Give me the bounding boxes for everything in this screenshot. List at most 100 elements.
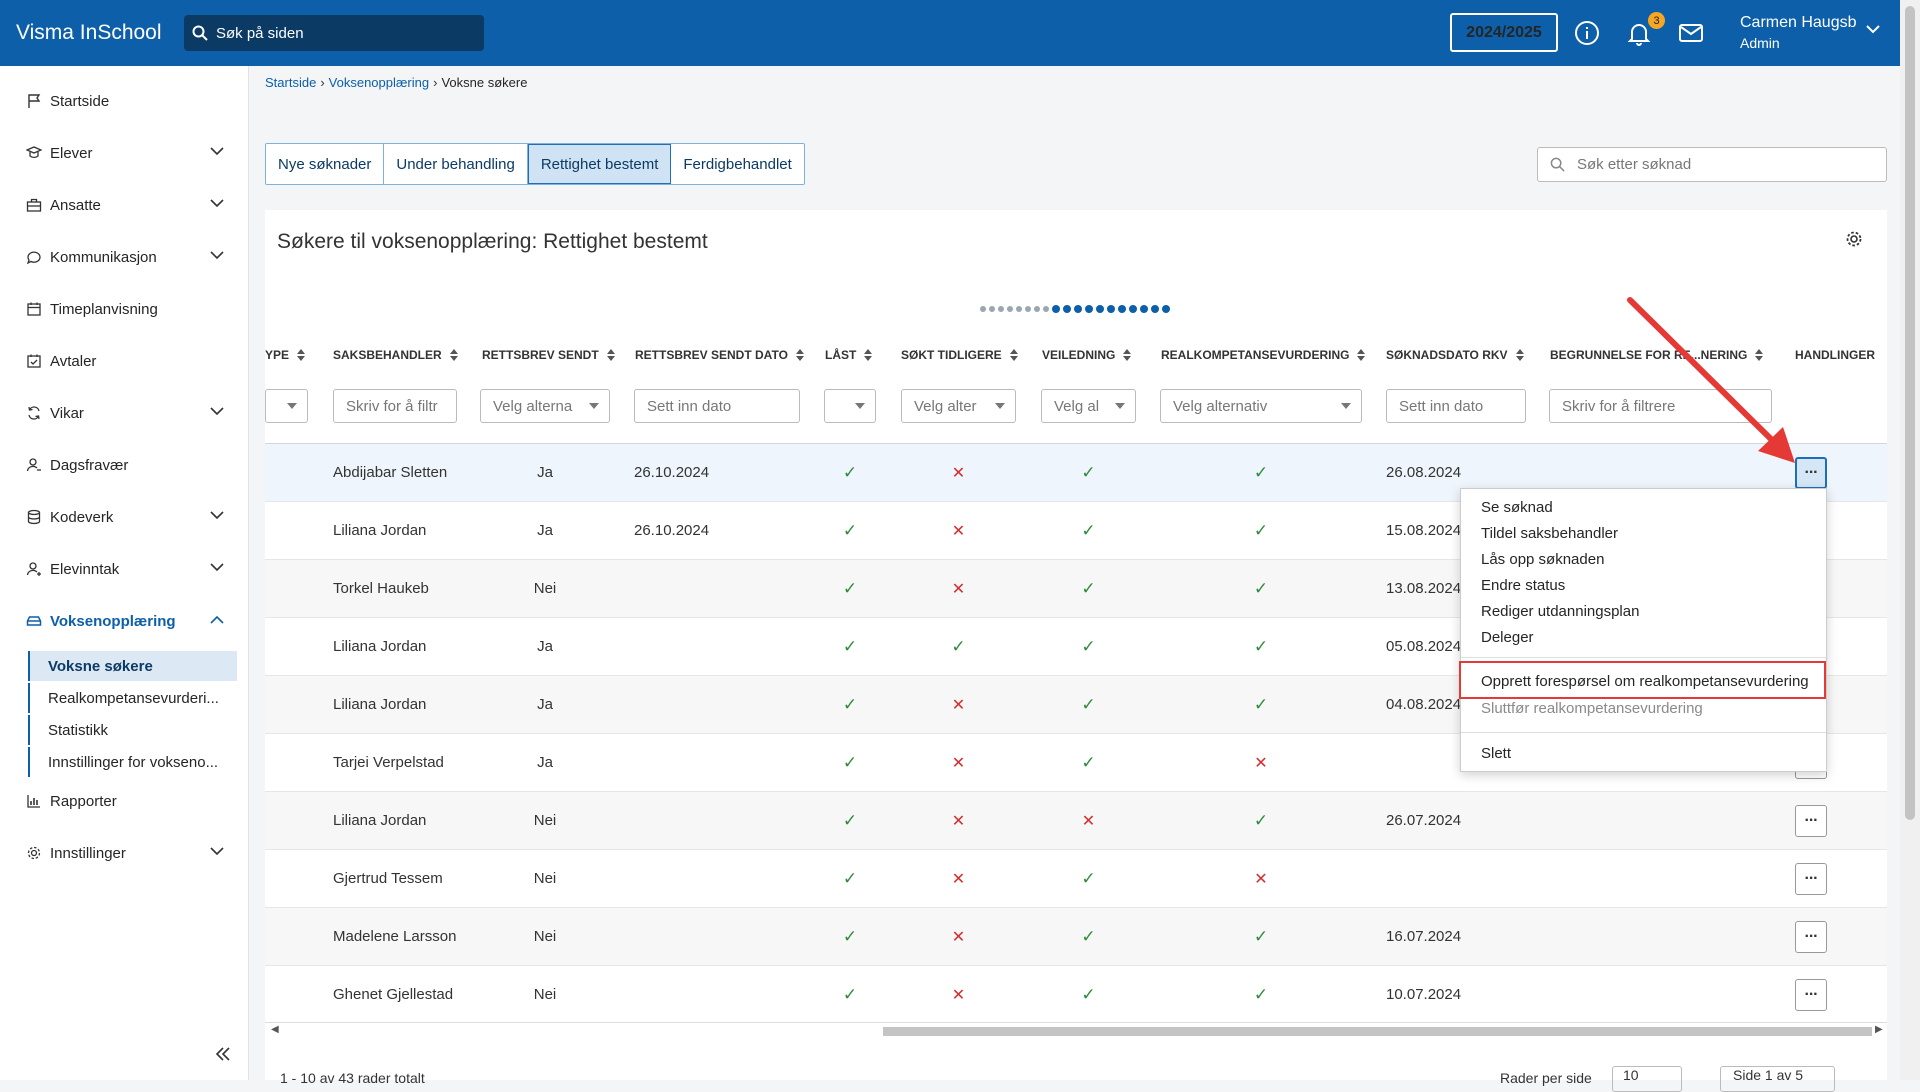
menu-item-las-opp-soknaden[interactable]: Lås opp søknaden bbox=[1481, 551, 1605, 568]
sidebar-item-rapporter[interactable]: Rapporter bbox=[0, 781, 249, 821]
row-actions-button[interactable]: ··· bbox=[1795, 863, 1827, 895]
table-row[interactable]: Ghenet Gjellestad Nei ✓ ✕ ✓ ✓ 10.07.2024 ··· bbox=[265, 966, 1887, 1024]
filter-begrunnelse-input[interactable]: Skriv for å filtrere bbox=[1549, 389, 1772, 423]
sidebar-subitem-statistikk[interactable]: Statistikk bbox=[28, 715, 237, 745]
sidebar-item-kommunikasjon[interactable]: Kommunikasjon bbox=[0, 237, 249, 277]
scroll-right-arrow-icon[interactable]: ▶ bbox=[1875, 1024, 1883, 1035]
filter-sokt-select[interactable]: Velg alter bbox=[901, 389, 1016, 423]
menu-item-rediger-utdanningsplan[interactable]: Rediger utdanningsplan bbox=[1481, 603, 1640, 620]
filter-saksbehandler-input[interactable]: Skriv for å filtr bbox=[333, 389, 457, 423]
menu-item-opprett-foresporsel-rkv[interactable]: Opprett forespørsel om realkompetansevur… bbox=[1481, 673, 1809, 690]
page-scrollbar[interactable] bbox=[1900, 0, 1920, 1080]
column-header-begrunnelse[interactable]: BEGRUNNELSE FOR RE...NERING bbox=[1550, 348, 1764, 362]
tab-rettighet-bestemt[interactable]: Rettighet bestemt bbox=[527, 144, 672, 184]
column-header-last[interactable]: LÅST bbox=[825, 348, 873, 362]
filter-rettsbrev-dato-input[interactable]: Sett inn dato bbox=[634, 389, 800, 423]
column-header-realkompetansevurdering[interactable]: REALKOMPETANSEVURDERING bbox=[1161, 348, 1366, 362]
sidebar-item-vikar[interactable]: Vikar bbox=[0, 393, 249, 433]
table-settings-gear-icon[interactable] bbox=[1845, 230, 1863, 248]
rows-per-page-select[interactable]: 10 bbox=[1612, 1066, 1682, 1092]
pagination-dot-active[interactable] bbox=[1063, 305, 1071, 313]
sidebar-item-avtaler[interactable]: Avtaler bbox=[0, 341, 249, 381]
tab-nye-soknader[interactable]: Nye søknader bbox=[266, 144, 385, 184]
info-icon[interactable] bbox=[1574, 20, 1600, 46]
sidebar-subitem-innstillinger-voksenopplaering[interactable]: Innstillinger for vokseno... bbox=[28, 747, 237, 777]
pagination-dot-active[interactable] bbox=[1162, 305, 1170, 313]
column-header-type[interactable]: YPE bbox=[265, 348, 306, 362]
column-pagination-dots[interactable] bbox=[980, 305, 1170, 313]
pagination-dot-active[interactable] bbox=[1074, 305, 1082, 313]
column-header-sokt-tidligere[interactable]: SØKT TIDLIGERE bbox=[901, 348, 1018, 362]
scrollbar-thumb[interactable] bbox=[1905, 6, 1915, 820]
scrollbar-thumb[interactable] bbox=[883, 1027, 1872, 1036]
chevron-down-icon[interactable] bbox=[1866, 24, 1880, 34]
sidebar-item-innstillinger[interactable]: Innstillinger bbox=[0, 833, 249, 873]
table-row[interactable]: Gjertrud Tessem Nei ✓ ✕ ✓ ✕ ··· bbox=[265, 850, 1887, 908]
breadcrumb-link-voksenopplaering[interactable]: Voksenopplæring bbox=[328, 75, 430, 90]
sidebar-subitem-voksne-sokere[interactable]: Voksne søkere bbox=[28, 651, 237, 681]
tab-under-behandling[interactable]: Under behandling bbox=[384, 144, 528, 184]
column-header-veiledning[interactable]: VEILEDNING bbox=[1042, 348, 1132, 362]
filter-rkv-select[interactable]: Velg alternativ bbox=[1160, 389, 1362, 423]
pagination-dot-active[interactable] bbox=[1107, 305, 1115, 313]
sidebar-item-kodeverk[interactable]: Kodeverk bbox=[0, 497, 249, 537]
menu-item-endre-status[interactable]: Endre status bbox=[1481, 577, 1566, 594]
pagination-dot[interactable] bbox=[980, 306, 986, 312]
page-search-input[interactable]: Søk på siden bbox=[184, 15, 484, 51]
column-header-rettsbrev-sendt[interactable]: RETTSBREV SENDT bbox=[482, 348, 615, 362]
row-actions-button[interactable]: ··· bbox=[1795, 921, 1827, 953]
application-search-input[interactable]: Søk etter søknad bbox=[1537, 147, 1887, 182]
menu-item-se-soknad[interactable]: Se søknad bbox=[1481, 499, 1553, 516]
pagination-dot-active[interactable] bbox=[1052, 305, 1060, 313]
filter-type-select[interactable] bbox=[265, 389, 308, 423]
pagination-dot-active[interactable] bbox=[1096, 305, 1104, 313]
filter-last-select[interactable] bbox=[824, 389, 876, 423]
pagination-dot[interactable] bbox=[1016, 306, 1022, 312]
pagination-dot-active[interactable] bbox=[1118, 305, 1126, 313]
pagination-dot-active[interactable] bbox=[1085, 305, 1093, 313]
mail-icon[interactable] bbox=[1678, 20, 1704, 46]
collapse-sidebar-icon[interactable] bbox=[214, 1046, 232, 1062]
breadcrumb-link-startside[interactable]: Startside bbox=[265, 75, 317, 90]
column-header-rettsbrev-sendt-dato[interactable]: RETTSBREV SENDT DATO bbox=[635, 348, 804, 362]
pagination-dot[interactable] bbox=[1025, 306, 1031, 312]
pagination-dot[interactable] bbox=[1043, 306, 1049, 312]
table-row[interactable]: Madelene Larsson Nei ✓ ✕ ✓ ✓ 16.07.2024 ··· bbox=[265, 908, 1887, 966]
column-header-saksbehandler[interactable]: SAKSBEHANDLER bbox=[333, 348, 458, 362]
sidebar-item-timeplanvisning[interactable]: Timeplanvisning bbox=[0, 289, 249, 329]
user-menu[interactable]: Carmen Haugsb Admin bbox=[1740, 13, 1857, 53]
page-select[interactable]: Side 1 av 5 bbox=[1720, 1066, 1835, 1092]
sidebar-item-dagsfravaer[interactable]: Dagsfravær bbox=[0, 445, 249, 485]
pagination-dot-active[interactable] bbox=[1140, 305, 1148, 313]
column-header-soknadsdato-rkv[interactable]: SØKNADSDATO RKV bbox=[1386, 348, 1524, 362]
row-actions-button[interactable]: ··· bbox=[1795, 805, 1827, 837]
tab-ferdigbehandlet[interactable]: Ferdigbehandlet bbox=[683, 155, 792, 173]
scroll-left-arrow-icon[interactable]: ◀ bbox=[271, 1024, 279, 1035]
menu-item-slett[interactable]: Slett bbox=[1481, 745, 1512, 762]
pagination-dot[interactable] bbox=[998, 306, 1004, 312]
sidebar-item-startside[interactable]: Startside bbox=[0, 81, 249, 121]
pagination-dot[interactable] bbox=[989, 306, 995, 312]
table-row[interactable]: Liliana Jordan Nei ✓ ✕ ✕ ✓ 26.07.2024 ··· bbox=[265, 792, 1887, 850]
app-title[interactable]: Visma InSchool bbox=[16, 21, 162, 44]
sidebar-subitem-realkompetansevurdering[interactable]: Realkompetansevurderi... bbox=[28, 683, 237, 713]
filter-rettsbrev-select[interactable]: Velg alterna bbox=[480, 389, 610, 423]
filter-veiledning-select[interactable]: Velg al bbox=[1041, 389, 1136, 423]
horizontal-scrollbar[interactable]: ◀ ▶ bbox=[265, 1022, 1887, 1038]
sidebar-item-ansatte[interactable]: Ansatte bbox=[0, 185, 249, 225]
cell-saksbehandler: Gjertrud Tessem bbox=[333, 870, 443, 887]
sidebar-item-elever[interactable]: Elever bbox=[0, 133, 249, 173]
pagination-dot[interactable] bbox=[1007, 306, 1013, 312]
menu-item-tildel-saksbehandler[interactable]: Tildel saksbehandler bbox=[1481, 525, 1619, 542]
pagination-dot-active[interactable] bbox=[1129, 305, 1137, 313]
filter-soknadsdato-input[interactable]: Sett inn dato bbox=[1386, 389, 1526, 423]
bell-icon[interactable] bbox=[1626, 20, 1652, 46]
sidebar-item-voksenopplaering[interactable]: Voksenopplæring bbox=[0, 601, 249, 641]
sidebar-item-elevinntak[interactable]: Elevinntak bbox=[0, 549, 249, 589]
pagination-dot-active[interactable] bbox=[1151, 305, 1159, 313]
pagination-dot[interactable] bbox=[1034, 306, 1040, 312]
row-actions-button[interactable]: ··· bbox=[1795, 457, 1827, 489]
row-actions-button[interactable]: ··· bbox=[1795, 979, 1827, 1011]
school-year-button[interactable]: 2024/2025 bbox=[1450, 13, 1558, 52]
menu-item-deleger[interactable]: Deleger bbox=[1481, 629, 1534, 646]
